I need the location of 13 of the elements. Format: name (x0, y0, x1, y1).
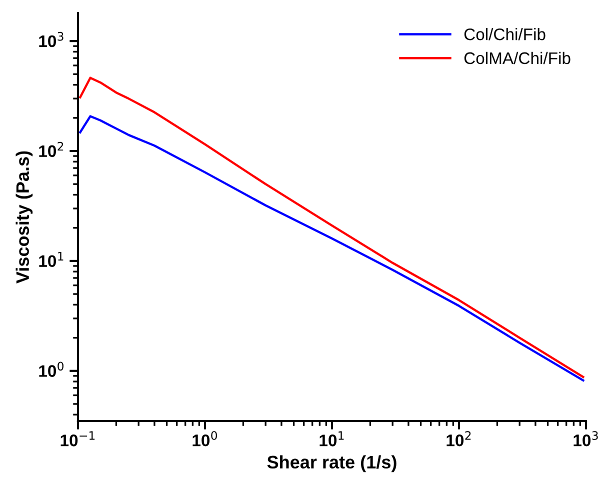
y-tick-label: 10$^{3}$ (39, 32, 64, 48)
y-axis-title: Viscosity (Pa.s) (16, 151, 33, 284)
legend-label: Col/Chi/Fib (464, 28, 546, 40)
x-tick-label: 10$^{0}$ (192, 431, 218, 446)
y-tick-label: 10$^{0}$ (39, 362, 64, 377)
x-tick-label: 10$^{2}$ (446, 431, 471, 446)
x-tick-label: 10$^{3}$ (574, 431, 598, 446)
x-tick-label: 10$^{1}$ (320, 431, 344, 446)
y-tick-label: 10$^{2}$ (39, 142, 64, 158)
legend-label: ColMA/Chi/Fib (464, 52, 570, 64)
x-axis-title: Shear rate (1/s) (267, 455, 396, 472)
x-tick-label: 10$^{−1}$ (60, 431, 95, 446)
y-tick-label: 10$^{1}$ (39, 252, 64, 268)
